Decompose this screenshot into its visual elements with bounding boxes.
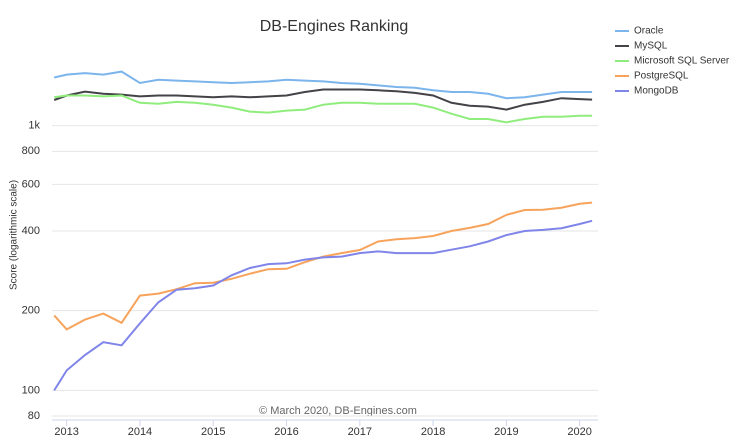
y-tick-label: 100 bbox=[22, 384, 40, 396]
y-axis-label: Score (logarithmic scale) bbox=[9, 180, 20, 290]
x-tick-label: 2013 bbox=[54, 426, 78, 438]
legend-label: PostgreSQL bbox=[634, 71, 689, 82]
legend-label: MySQL bbox=[634, 41, 668, 52]
x-tick-label: 2019 bbox=[494, 426, 518, 438]
credit: © March 2020, DB-Engines.com bbox=[259, 405, 417, 417]
legend-label: Oracle bbox=[634, 26, 664, 37]
y-tick-label: 400 bbox=[22, 225, 40, 237]
y-tick-label: 600 bbox=[22, 178, 40, 190]
series-line bbox=[53, 70, 593, 100]
legend-label: Microsoft SQL Server bbox=[634, 56, 730, 67]
legend-label: MongoDB bbox=[634, 86, 679, 97]
y-tick-label: 1k bbox=[28, 120, 40, 132]
x-tick-label: 2015 bbox=[201, 426, 225, 438]
x-tick-label: 2020 bbox=[567, 426, 591, 438]
y-tick-label: 200 bbox=[22, 305, 40, 317]
x-tick-label: 2017 bbox=[348, 426, 372, 438]
x-tick-label: 2018 bbox=[421, 426, 445, 438]
x-tick-label: 2014 bbox=[128, 426, 152, 438]
y-tick-label: 80 bbox=[28, 410, 40, 422]
series-line bbox=[53, 88, 593, 111]
series-line bbox=[54, 94, 593, 124]
series-line bbox=[53, 219, 593, 391]
y-tick-label: 800 bbox=[22, 145, 40, 157]
chart-title: DB-Engines Ranking bbox=[260, 18, 409, 35]
x-tick-label: 2016 bbox=[274, 426, 298, 438]
